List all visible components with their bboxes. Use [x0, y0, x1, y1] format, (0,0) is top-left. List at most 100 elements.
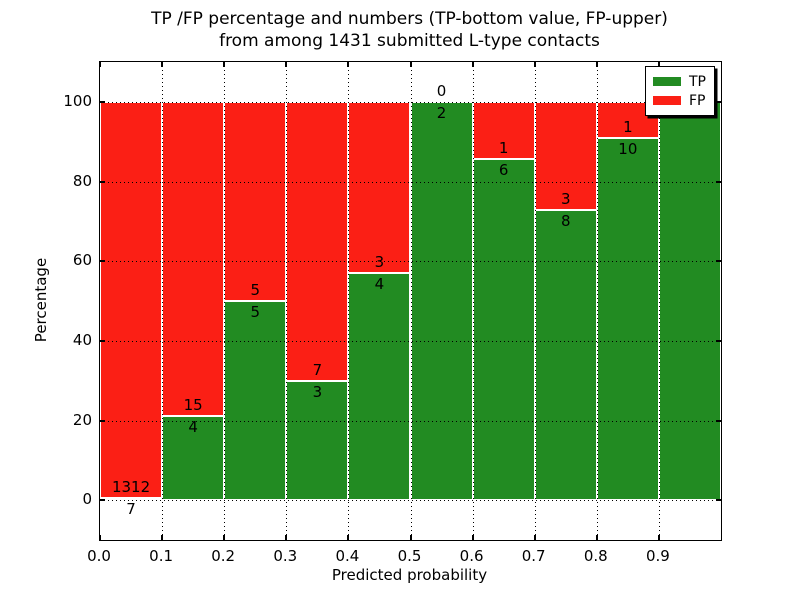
x-tick-top	[161, 62, 164, 67]
x-tick-top	[595, 62, 598, 67]
bar-segment-fp	[224, 101, 287, 301]
bar-segment-fp	[534, 101, 597, 211]
y-tick-left	[100, 499, 105, 502]
x-tick-bottom	[533, 535, 536, 540]
bar-label-tp: 7	[126, 500, 136, 519]
x-tick-bottom	[347, 535, 350, 540]
bar-segment-fp	[348, 101, 411, 273]
x-tick-bottom	[161, 535, 164, 540]
y-tick-label: 20	[72, 410, 92, 429]
legend-item: FP	[653, 91, 707, 110]
y-tick-right	[716, 419, 721, 422]
gridline-vertical	[472, 62, 474, 540]
y-tick-right	[716, 339, 721, 342]
bar-label-fp: 3	[374, 252, 385, 271]
x-tick-label: 0.8	[583, 547, 608, 565]
chart-title: TP /FP percentage and numbers (TP-bottom…	[99, 8, 720, 52]
gridline-vertical	[162, 62, 164, 540]
legend-swatch-tp	[653, 77, 681, 86]
x-tick-label: 0.6	[459, 547, 484, 565]
legend-item: TP	[653, 72, 707, 91]
x-tick-label: 0.2	[211, 547, 236, 565]
bar-label-tp: 6	[498, 160, 509, 179]
x-tick-label: 0.1	[149, 547, 174, 565]
x-tick-top	[657, 62, 660, 67]
x-tick-top	[409, 62, 412, 67]
bar-segment-tp	[596, 138, 659, 501]
y-tick-right	[716, 180, 721, 183]
x-tick-top	[471, 62, 474, 67]
y-tick-label: 100	[63, 91, 92, 110]
y-tick-right	[716, 100, 721, 103]
x-tick-top	[223, 62, 226, 67]
bar-segment-tp	[472, 158, 535, 501]
x-tick-top	[533, 62, 536, 67]
legend-label: TP	[689, 73, 706, 90]
x-tick-bottom	[471, 535, 474, 540]
y-tick-right	[716, 260, 721, 263]
bar-label-tp: 3	[312, 382, 323, 401]
chart-title-line1: TP /FP percentage and numbers (TP-bottom…	[151, 9, 668, 29]
y-tick-left	[100, 180, 105, 183]
bar-segment-tp	[534, 210, 597, 501]
x-tick-label: 0.0	[87, 547, 111, 565]
bar-segment-fp	[286, 101, 349, 381]
bar-segment-tp	[100, 498, 163, 501]
y-tick-left	[100, 260, 105, 263]
bar-segment-fp	[162, 101, 225, 417]
y-axis-label: Percentage	[32, 257, 51, 343]
bar-label-tp: 2	[436, 103, 447, 122]
bar-segment-tp	[348, 272, 411, 501]
chart-title-line2: from among 1431 submitted L-type contact…	[219, 31, 600, 51]
x-tick-label: 0.9	[645, 547, 670, 565]
gridline-vertical	[286, 62, 288, 540]
x-tick-bottom	[409, 535, 412, 540]
legend-swatch-fp	[653, 96, 681, 105]
bar-label-tp: 8	[560, 212, 571, 231]
x-tick-bottom	[99, 535, 101, 540]
gridline-vertical	[410, 62, 412, 540]
bar-segment-tp	[224, 301, 287, 501]
bar-label-fp: 3	[560, 190, 571, 209]
bar-label-fp: 0	[436, 81, 447, 100]
x-tick-label: 0.7	[521, 547, 546, 565]
gridline-vertical	[224, 62, 226, 540]
x-tick-label: 0.5	[397, 547, 422, 565]
x-tick-bottom	[223, 535, 226, 540]
y-tick-label: 0	[82, 490, 92, 509]
bar-segment-tp	[658, 101, 721, 501]
y-tick-label: 40	[72, 330, 92, 349]
bar-segment-tp	[162, 416, 225, 501]
y-tick-label: 60	[72, 251, 92, 270]
x-axis-label: Predicted probability	[331, 566, 488, 584]
y-tick-left	[100, 100, 105, 103]
bar-segment-tp	[410, 101, 473, 501]
y-tick-left	[100, 419, 105, 422]
gridline-vertical	[658, 62, 660, 540]
legend: TP FP	[645, 66, 715, 116]
x-tick-top	[99, 62, 101, 67]
legend-label: FP	[689, 92, 706, 109]
bar-label-fp: 1312	[111, 478, 151, 497]
gridline-vertical	[348, 62, 350, 540]
plot-area: 13127154557334021638110035	[99, 61, 722, 541]
bar-label-fp: 15	[183, 396, 203, 415]
x-tick-bottom	[595, 535, 598, 540]
x-tick-label: 0.4	[335, 547, 360, 565]
bar-label-tp: 4	[188, 418, 198, 437]
x-tick-bottom	[285, 535, 288, 540]
bar-label-tp: 5	[250, 303, 261, 321]
bar-label-tp: 10	[618, 140, 638, 159]
x-tick-bottom	[657, 535, 660, 540]
y-tick-left	[100, 339, 105, 342]
x-tick-top	[285, 62, 288, 67]
x-tick-top	[347, 62, 350, 67]
x-tick-label: 0.3	[273, 547, 298, 565]
y-tick-right	[716, 499, 721, 502]
bar-segment-fp	[100, 101, 163, 499]
bar-label-fp: 1	[498, 138, 509, 157]
bar-label-fp: 1	[623, 118, 633, 137]
y-tick-label: 80	[72, 171, 92, 190]
gridline-vertical	[596, 62, 598, 540]
